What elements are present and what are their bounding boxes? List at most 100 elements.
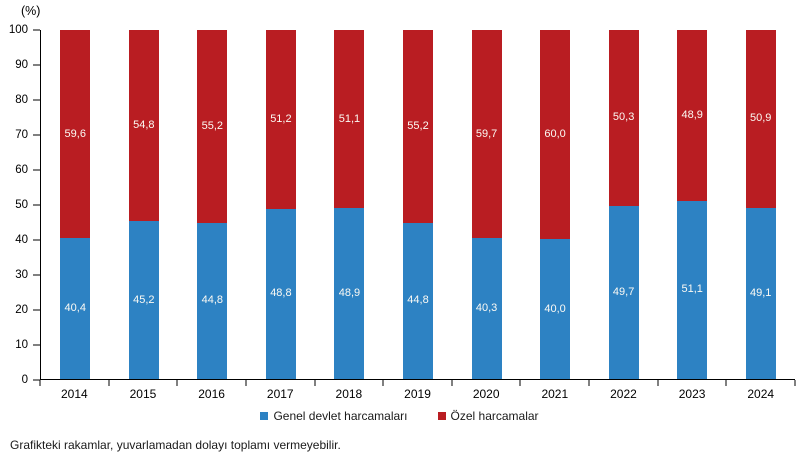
x-tick-mark <box>245 380 247 386</box>
bar-value-label: 60,0 <box>544 128 566 141</box>
bar-segment: 48,9 <box>677 30 708 201</box>
bar-value-label: 50,3 <box>612 111 635 124</box>
bar-segment: 50,9 <box>745 30 776 208</box>
x-tick-mark <box>451 380 453 386</box>
y-axis-unit-label: (%) <box>21 4 41 18</box>
stacked-bar: 51,1 48,9 <box>334 30 365 379</box>
bar-segment: 44,8 <box>403 222 433 379</box>
bar-value-label: 55,2 <box>407 119 429 132</box>
legend: Genel devlet harcamaları Özel harcamalar <box>0 409 799 423</box>
bar-segment: 51,2 <box>265 30 296 209</box>
x-axis-ticks <box>39 380 796 386</box>
x-tick-mark <box>108 380 110 386</box>
bar-segment: 40,3 <box>471 238 502 379</box>
stacked-bar: 55,2 44,8 <box>403 30 433 379</box>
y-tick-mark <box>33 344 40 346</box>
stacked-bar: 55,2 44,8 <box>197 30 228 379</box>
bar-column: 50,3 49,7 <box>589 30 658 379</box>
x-tick-mark <box>794 380 796 386</box>
y-tick-label: 60 <box>15 163 28 176</box>
legend-item-ozel: Özel harcamalar <box>437 409 539 423</box>
bar-column: 59,6 40,4 <box>41 30 110 379</box>
bar-value-label: 48,8 <box>270 287 292 300</box>
footnote: Grafikteki rakamlar, yuvarlamadan dolayı… <box>10 438 341 452</box>
bar-segment: 40,4 <box>60 238 91 379</box>
bar-column: 50,9 49,1 <box>726 30 795 379</box>
legend-label: Genel devlet harcamaları <box>273 409 408 423</box>
bar-value-label: 49,7 <box>612 285 635 298</box>
x-tick-mark <box>39 380 41 386</box>
stacked-bar: 51,2 48,8 <box>265 30 296 379</box>
bar-value-label: 54,8 <box>133 119 155 132</box>
stacked-bar: 59,7 40,3 <box>471 30 502 379</box>
bar-value-label: 40,4 <box>64 301 86 314</box>
bar-value-label: 40,0 <box>544 302 566 315</box>
bar-segment: 48,8 <box>265 208 296 379</box>
bar-value-label: 44,8 <box>407 294 429 307</box>
bar-value-label: 44,8 <box>201 294 224 307</box>
bar-segment: 44,8 <box>197 222 228 379</box>
y-tick-mark <box>33 99 40 101</box>
x-axis-year-label: 2016 <box>198 387 225 401</box>
bar-value-label: 59,6 <box>64 127 86 140</box>
bar-segment: 51,1 <box>677 200 708 379</box>
bar-segment: 50,3 <box>608 30 639 206</box>
y-tick-label: 70 <box>15 128 28 141</box>
y-tick-label: 50 <box>15 198 28 211</box>
y-tick-mark <box>33 64 40 66</box>
y-tick-label: 90 <box>15 58 28 71</box>
bar-column: 55,2 44,8 <box>384 30 453 379</box>
x-tick-mark <box>176 380 178 386</box>
x-axis-year-label: 2021 <box>541 387 569 401</box>
bar-value-label: 51,2 <box>270 112 292 125</box>
y-tick-mark <box>33 29 40 31</box>
y-tick-mark <box>33 274 40 276</box>
y-tick-mark <box>33 204 40 206</box>
x-axis-year-label: 2018 <box>335 387 363 401</box>
bar-segment: 49,1 <box>745 207 776 379</box>
x-tick-mark <box>725 380 727 386</box>
plot-area: 59,6 40,4 54,8 45,2 55,2 44,8 51,2 48,8 51,1 48,9… <box>40 30 795 380</box>
x-tick-mark <box>657 380 659 386</box>
bar-segment: 55,2 <box>403 30 433 223</box>
bar-value-label: 48,9 <box>338 287 361 300</box>
x-tick-mark <box>519 380 521 386</box>
bar-value-label: 48,9 <box>681 108 703 121</box>
y-tick-mark <box>33 134 40 136</box>
bar-segment: 45,2 <box>128 221 159 379</box>
stacked-bar: 59,6 40,4 <box>60 30 91 379</box>
bar-segment: 59,7 <box>471 30 502 239</box>
bar-value-label: 51,1 <box>338 112 361 125</box>
y-tick-label: 40 <box>15 233 28 246</box>
bar-value-label: 59,7 <box>475 127 498 140</box>
bar-segment: 54,8 <box>128 30 159 222</box>
bar-column: 54,8 45,2 <box>110 30 179 379</box>
x-axis-year-label: 2023 <box>678 387 706 401</box>
x-tick-mark <box>314 380 316 386</box>
x-axis-labels: 2014 2015 2016 2017 2018 2019 2020 2021 2022 2023… <box>40 387 795 401</box>
x-tick-mark <box>382 380 384 386</box>
bar-segment: 60,0 <box>540 30 571 240</box>
bar-segment: 59,6 <box>60 30 91 238</box>
x-axis-year-label: 2017 <box>266 387 294 401</box>
y-axis: 0 10 20 30 40 50 60 70 80 90 100 <box>0 24 40 385</box>
legend-label: Özel harcamalar <box>450 409 539 423</box>
y-tick-label: 80 <box>15 93 28 106</box>
legend-item-genel-devlet: Genel devlet harcamaları <box>260 409 408 423</box>
bar-value-label: 40,3 <box>475 302 498 315</box>
x-axis-year-label: 2020 <box>472 387 500 401</box>
y-tick-mark <box>33 309 40 311</box>
x-axis-year-label: 2022 <box>610 387 637 401</box>
y-tick-label: 20 <box>15 303 28 316</box>
bar-value-label: 45,2 <box>133 293 155 306</box>
legend-swatch-red-icon <box>437 412 446 420</box>
stacked-bar: 54,8 45,2 <box>128 30 159 379</box>
bar-value-label: 51,1 <box>681 283 703 296</box>
y-tick-label: 100 <box>8 23 28 36</box>
bar-segment: 40,0 <box>540 239 571 379</box>
bar-value-label: 50,9 <box>750 112 772 125</box>
stacked-bar: 48,9 51,1 <box>677 30 708 379</box>
bar-segment: 48,9 <box>334 208 365 379</box>
legend-swatch-blue-icon <box>260 412 269 420</box>
